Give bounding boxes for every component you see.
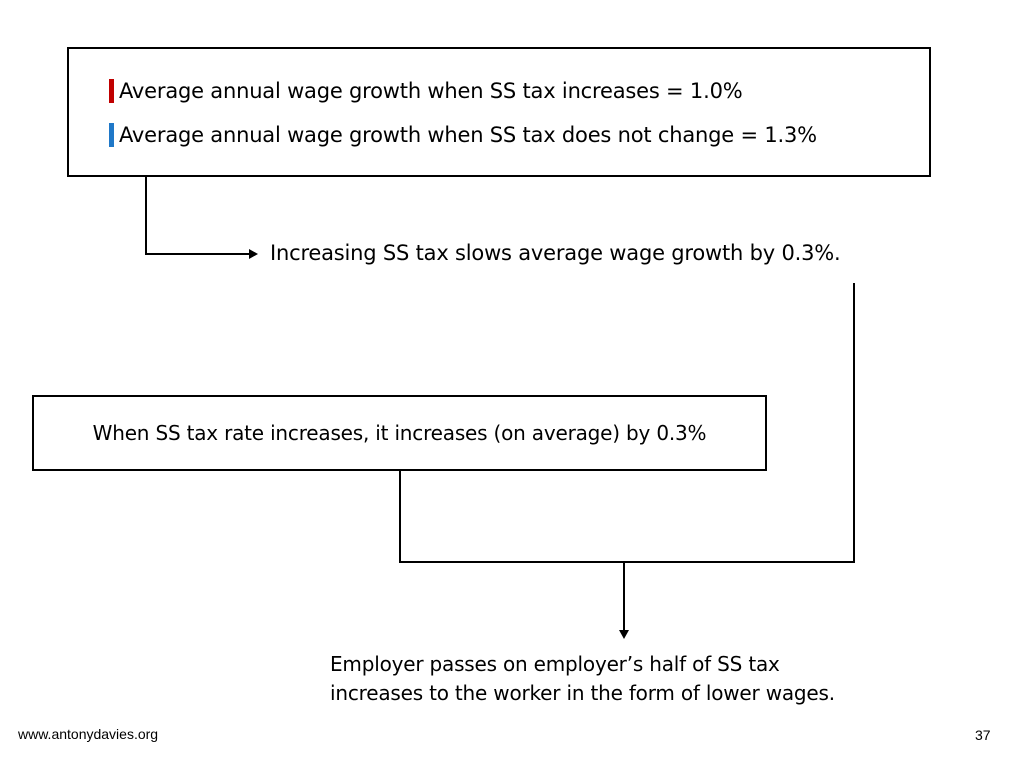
connector-top-to-slowdown [145,177,250,255]
legend-label-no-change: Average annual wage growth when SS tax d… [119,123,817,147]
connector-slowdown-to-join [624,283,855,563]
final-conclusion-line-2: increases to the worker in the form of l… [330,681,835,705]
legend-row-no-change: Average annual wage growth when SS tax d… [109,120,817,150]
rate-increase-box: When SS tax rate increases, it increases… [32,395,767,471]
red-bar-icon [109,79,114,103]
footer-url: www.antonydavies.org [18,726,159,742]
legend-label-increase: Average annual wage growth when SS tax i… [119,79,743,103]
rate-increase-text: When SS tax rate increases, it increases… [92,421,707,445]
final-conclusion: Employer passes on employer’s half of SS… [330,650,990,708]
legend-row-increase: Average annual wage growth when SS tax i… [109,76,743,106]
arrowhead-slowdown [249,249,258,259]
page-number: 37 [975,727,991,743]
wage-growth-legend-box: Average annual wage growth when SS tax i… [67,47,931,177]
blue-bar-icon [109,123,114,147]
final-conclusion-line-1: Employer passes on employer’s half of SS… [330,652,780,676]
slowdown-conclusion: Increasing SS tax slows average wage gro… [270,241,841,265]
connector-rate-box-to-join [399,471,624,563]
arrowhead-final [619,630,629,639]
